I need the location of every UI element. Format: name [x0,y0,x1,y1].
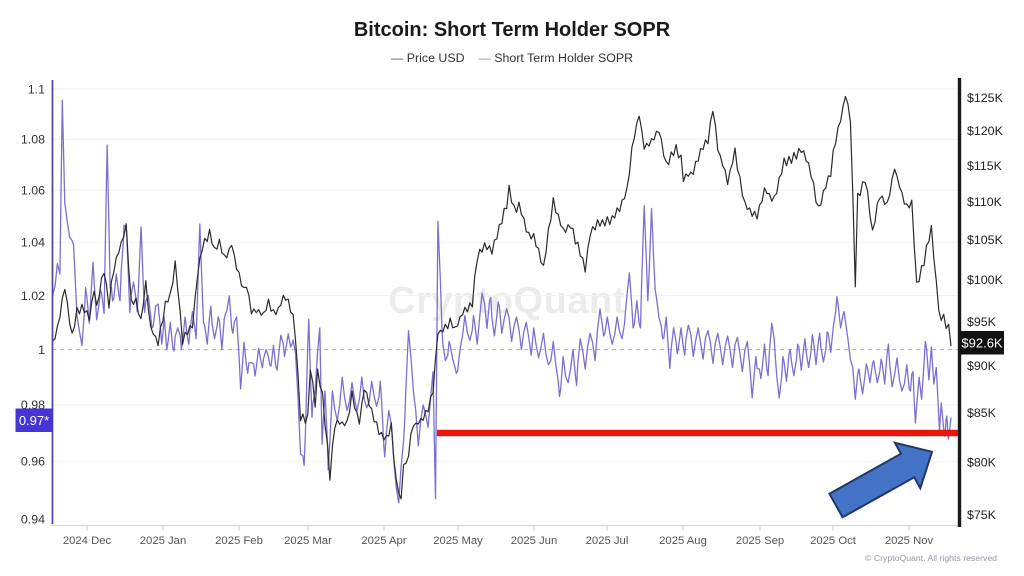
svg-text:2024 Dec: 2024 Dec [63,535,112,547]
svg-text:$110K: $110K [967,195,1003,209]
svg-text:$105K: $105K [967,233,1004,247]
svg-text:$120K: $120K [967,124,1004,138]
svg-text:1.1: 1.1 [28,82,45,96]
svg-text:$75K: $75K [967,508,997,522]
svg-text:2025 May: 2025 May [433,535,483,547]
svg-text:0.97*: 0.97* [19,413,49,428]
svg-text:2025 Apr: 2025 Apr [361,535,406,547]
svg-text:1.08: 1.08 [21,133,45,147]
svg-text:$95K: $95K [967,315,997,329]
svg-text:CryptoQuant: CryptoQuant [388,280,626,322]
svg-text:2025 Nov: 2025 Nov [885,535,934,547]
svg-text:2025 Jan: 2025 Jan [140,535,186,547]
svg-text:2025 Sep: 2025 Sep [736,535,784,547]
svg-text:2025 Oct: 2025 Oct [810,535,857,547]
svg-text:1.02: 1.02 [21,289,45,303]
svg-text:1: 1 [38,343,45,357]
svg-text:$125K: $125K [967,91,1004,105]
svg-text:© CryptoQuant. All rights rese: © CryptoQuant. All rights reserved [865,553,997,563]
svg-text:$85K: $85K [967,406,997,420]
svg-text:$90K: $90K [967,359,997,373]
svg-text:1.04: 1.04 [21,236,45,250]
svg-text:$115K: $115K [967,159,1003,173]
svg-text:2025 Jul: 2025 Jul [586,535,629,547]
svg-text:— Price USD — Short Term Ho: — Price USD — Short Term Holder SOPR [391,51,633,65]
svg-text:2025 Aug: 2025 Aug [659,535,707,547]
svg-text:0.94: 0.94 [21,512,45,526]
svg-text:2025 Jun: 2025 Jun [511,535,557,547]
svg-text:$80K: $80K [967,455,997,469]
svg-text:$100K: $100K [967,273,1004,287]
svg-text:0.96: 0.96 [21,455,45,469]
svg-text:$92.6K: $92.6K [961,336,1003,351]
svg-text:2025 Feb: 2025 Feb [215,535,263,547]
svg-text:1.06: 1.06 [21,184,45,198]
svg-text:Bitcoin: Short Term Holder SOP: Bitcoin: Short Term Holder SOPR [354,19,671,41]
svg-text:2025 Mar: 2025 Mar [284,535,332,547]
